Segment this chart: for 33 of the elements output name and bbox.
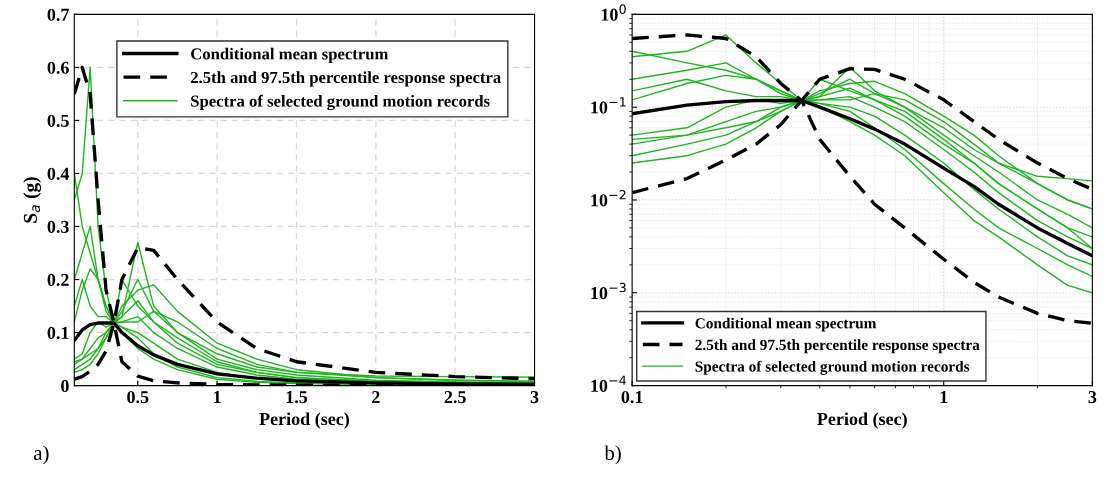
x-tick-label: 3: [1088, 391, 1097, 404]
x-tick-label: 1: [940, 391, 948, 403]
y-tick-label: 0.3: [47, 220, 69, 234]
y-tick-label: 10$^{−4}$: [591, 375, 627, 392]
y-tick-label: 10$^{−1}$: [591, 97, 626, 114]
y-tick-label: 0.5: [47, 114, 69, 127]
text: a): [34, 445, 49, 465]
legend-label: 2.5th and 97.5th percentile response spectra: [190, 71, 501, 87]
y-axis-title: S$_{a}$ (g): [23, 177, 42, 223]
y-tick-label: 0.6: [47, 61, 69, 74]
x-tick-label: 0.1: [621, 390, 643, 404]
y-tick-label: 0.1: [47, 326, 69, 340]
y-tick-label: 10$^{−2}$: [591, 189, 626, 207]
x-tick-label: 2: [372, 391, 380, 403]
y-tick-label: 10$^{−3}$: [591, 282, 626, 300]
x-tick-label: 1.5: [286, 391, 308, 404]
y-tick-label: 0: [61, 379, 69, 393]
y-tick-label: 0.7: [47, 8, 69, 21]
legend-label: 2.5th and 97.5th percentile response spectra: [695, 339, 980, 354]
x-axis-title: Period (sec): [817, 412, 907, 429]
legend-label: Spectra of selected ground motion records: [191, 94, 490, 111]
x-axis-title: Period (sec): [259, 412, 349, 429]
legend-label: Conditional mean spectrum: [191, 47, 389, 63]
x-tick-label: 1: [214, 391, 221, 403]
x-tick-label: 3: [530, 391, 539, 404]
x-tick-label: 2.5: [444, 391, 466, 404]
y-tick-label: 10$^{0}$: [601, 4, 626, 21]
y-tick-label: 0.4: [47, 167, 70, 180]
text: b): [604, 445, 621, 465]
legend-label: Spectra of selected ground motion records: [695, 360, 970, 375]
legend-label: Conditional mean spectrum: [695, 317, 877, 332]
x-tick-label: 0.5: [127, 390, 149, 404]
y-tick-label: 0.2: [47, 273, 69, 287]
